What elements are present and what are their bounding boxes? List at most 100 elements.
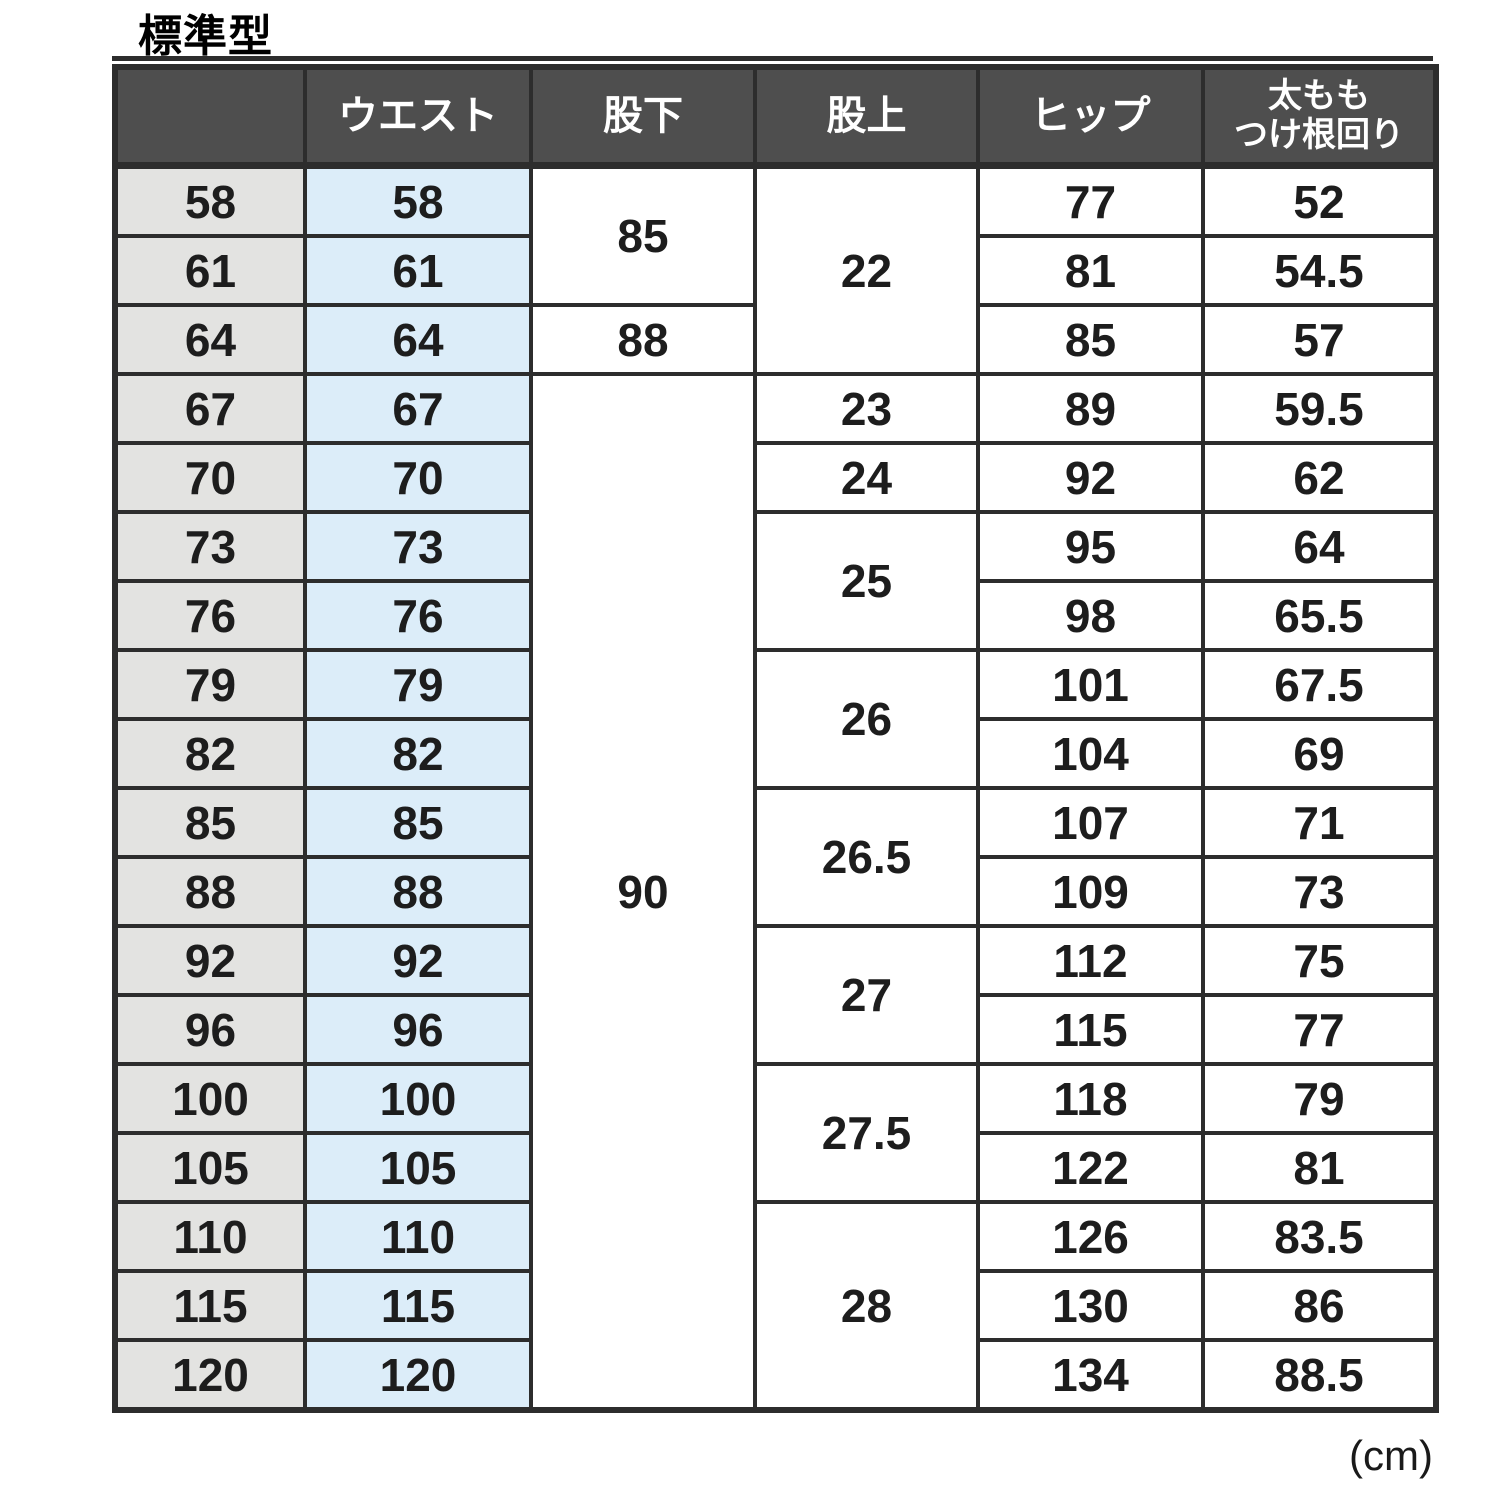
table-row: 85 85 26.5 107 71: [113, 786, 1438, 928]
cell-hip: 101: [976, 648, 1205, 721]
cell-rise: 26: [753, 648, 980, 790]
table-top-rule: [112, 56, 1433, 61]
cell-waist: 64: [303, 303, 533, 376]
column-header-inseam: 股下: [529, 65, 757, 169]
cell-thigh: 71: [1201, 786, 1438, 859]
table-row: 115 115 130 86: [113, 1269, 1438, 1342]
cell-thigh: 88.5: [1201, 1338, 1438, 1412]
cell-thigh: 59.5: [1201, 372, 1438, 445]
cell-rise: 22: [753, 163, 980, 376]
unit-note: (cm): [1349, 1432, 1433, 1479]
cell-rise: 27.5: [753, 1062, 980, 1204]
cell-thigh: 52: [1201, 163, 1438, 238]
cell-thigh: 65.5: [1201, 579, 1438, 652]
cell-rise: 24: [753, 441, 980, 514]
table-row: 92 92 27 112 75: [113, 924, 1438, 1066]
cell-hip: 109: [976, 855, 1205, 928]
table-row: 88 88 109 73: [113, 855, 1438, 928]
cell-hip: 98: [976, 579, 1205, 652]
cell-rise: 23: [753, 372, 980, 445]
cell-hip: 130: [976, 1269, 1205, 1342]
cell-thigh: 75: [1201, 924, 1438, 997]
cell-size: 76: [113, 579, 307, 652]
cell-inseam: 85: [529, 163, 757, 307]
cell-hip: 92: [976, 441, 1205, 514]
table-header: ウエスト 股下 股上 ヒップ 太もも つけ根回り: [113, 65, 1438, 169]
cell-waist: 100: [303, 1062, 533, 1135]
table-row: 64 64 88 85 57: [113, 303, 1438, 376]
cell-waist: 61: [303, 234, 533, 307]
cell-size: 110: [113, 1200, 307, 1273]
cell-size: 79: [113, 648, 307, 721]
cell-size: 85: [113, 786, 307, 859]
cell-rise: 27: [753, 924, 980, 1066]
cell-waist: 82: [303, 717, 533, 790]
cell-thigh: 77: [1201, 993, 1438, 1066]
cell-thigh: 57: [1201, 303, 1438, 376]
table-row: 96 96 115 77: [113, 993, 1438, 1066]
cell-hip: 85: [976, 303, 1205, 376]
cell-hip: 81: [976, 234, 1205, 307]
cell-waist: 88: [303, 855, 533, 928]
cell-thigh: 69: [1201, 717, 1438, 790]
cell-waist: 96: [303, 993, 533, 1066]
cell-size: 64: [113, 303, 307, 376]
table-body: 58 58 85 22 77 52 61 61 81 54.5 64 64 88 85 57 67 67 90 23…: [113, 163, 1438, 1412]
cell-waist: 67: [303, 372, 533, 445]
cell-inseam: 90: [529, 372, 757, 1412]
cell-hip: 134: [976, 1338, 1205, 1412]
cell-thigh: 86: [1201, 1269, 1438, 1342]
cell-waist: 92: [303, 924, 533, 997]
cell-rise: 28: [753, 1200, 980, 1412]
cell-hip: 107: [976, 786, 1205, 859]
cell-thigh: 62: [1201, 441, 1438, 514]
table-row: 79 79 26 101 67.5: [113, 648, 1438, 790]
cell-size: 58: [113, 163, 307, 238]
cell-hip: 122: [976, 1131, 1205, 1204]
cell-waist: 73: [303, 510, 533, 583]
cell-thigh: 54.5: [1201, 234, 1438, 307]
table-row: 73 73 25 95 64: [113, 510, 1438, 652]
table-row: 61 61 81 54.5: [113, 234, 1438, 307]
cell-thigh: 73: [1201, 855, 1438, 928]
cell-waist: 105: [303, 1131, 533, 1204]
cell-waist: 70: [303, 441, 533, 514]
cell-hip: 104: [976, 717, 1205, 790]
cell-thigh: 79: [1201, 1062, 1438, 1135]
cell-thigh: 67.5: [1201, 648, 1438, 721]
header-row: ウエスト 股下 股上 ヒップ 太もも つけ根回り: [113, 65, 1438, 169]
table-row: 70 70 24 92 62: [113, 441, 1438, 514]
column-header-size: [113, 65, 307, 169]
cell-waist: 120: [303, 1338, 533, 1412]
cell-hip: 126: [976, 1200, 1205, 1273]
page-title: 標準型: [138, 12, 273, 61]
cell-size: 92: [113, 924, 307, 997]
cell-rise: 26.5: [753, 786, 980, 928]
table-row: 67 67 90 23 89 59.5: [113, 372, 1438, 1412]
cell-hip: 77: [976, 163, 1205, 238]
cell-thigh: 83.5: [1201, 1200, 1438, 1273]
cell-hip: 112: [976, 924, 1205, 997]
cell-size: 96: [113, 993, 307, 1066]
table-row: 120 120 134 88.5: [113, 1338, 1438, 1412]
cell-hip: 95: [976, 510, 1205, 583]
cell-size: 100: [113, 1062, 307, 1135]
cell-thigh: 64: [1201, 510, 1438, 583]
column-header-waist: ウエスト: [303, 65, 533, 169]
cell-hip: 89: [976, 372, 1205, 445]
cell-hip: 118: [976, 1062, 1205, 1135]
cell-size: 120: [113, 1338, 307, 1412]
table-row: 58 58 85 22 77 52: [113, 163, 1438, 376]
cell-size: 105: [113, 1131, 307, 1204]
cell-size: 67: [113, 372, 307, 445]
cell-size: 115: [113, 1269, 307, 1342]
cell-waist: 110: [303, 1200, 533, 1273]
cell-waist: 85: [303, 786, 533, 859]
cell-thigh: 81: [1201, 1131, 1438, 1204]
cell-size: 82: [113, 717, 307, 790]
cell-waist: 79: [303, 648, 533, 721]
cell-inseam: 88: [529, 303, 757, 376]
cell-size: 70: [113, 441, 307, 514]
cell-waist: 115: [303, 1269, 533, 1342]
